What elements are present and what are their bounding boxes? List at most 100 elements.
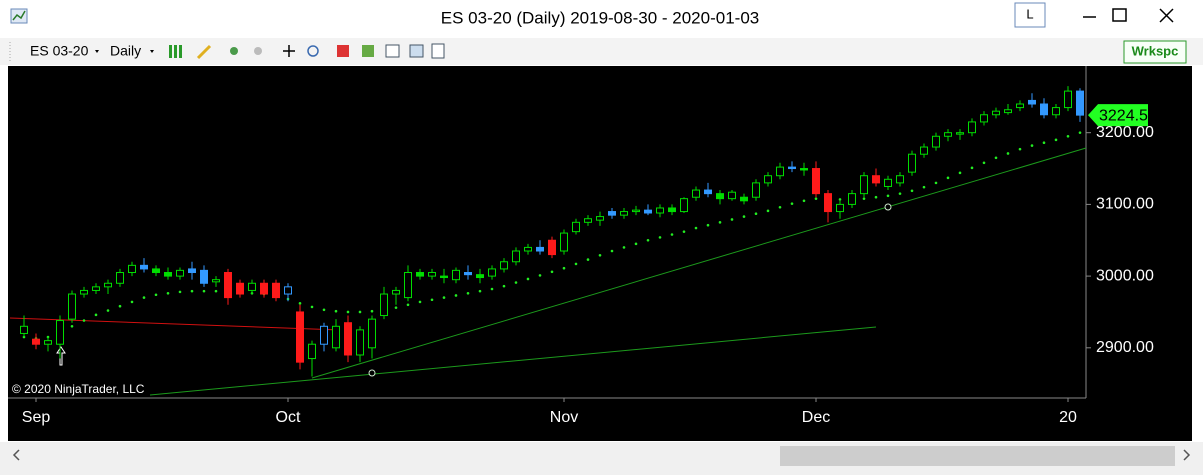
ma-point: [1054, 138, 1058, 142]
ma-point: [454, 294, 458, 297]
candle-body: [956, 132, 964, 135]
candle-body: [536, 246, 544, 252]
ma-point: [166, 292, 170, 295]
scroll-right[interactable]: [1183, 449, 1191, 461]
ma-point: [562, 266, 566, 270]
candle-body: [884, 178, 892, 187]
maximize-button[interactable]: [1112, 8, 1127, 22]
ma-point: [358, 310, 362, 314]
instrument-selector[interactable]: ES 03-20: [30, 43, 89, 59]
ma-point: [658, 236, 662, 239]
candle-body: [212, 279, 220, 283]
candle-body: [560, 232, 568, 252]
anchor-point[interactable]: [884, 203, 892, 211]
candle-body: [152, 268, 160, 274]
x-tick-label: Oct: [276, 409, 301, 426]
dropdown-arrow: [95, 50, 99, 53]
ma-point: [142, 296, 146, 299]
candle-body: [116, 272, 124, 284]
anchor-point[interactable]: [368, 369, 376, 377]
link-button[interactable]: [1014, 2, 1046, 28]
scroll-left[interactable]: [12, 449, 20, 461]
toolbar-icons[interactable]: [169, 43, 445, 60]
candle-body: [476, 274, 484, 279]
candle-body: [680, 198, 688, 213]
link-button-label[interactable]: L: [1026, 6, 1033, 21]
ma-point: [70, 324, 74, 328]
candle-body: [632, 209, 640, 213]
x-tick-label: Dec: [802, 409, 830, 426]
ma-point: [598, 254, 602, 257]
candle-body: [344, 322, 352, 356]
candle-body: [356, 329, 364, 356]
candle-body: [548, 239, 556, 256]
candle-body: [284, 286, 292, 295]
candle-body: [752, 182, 760, 198]
ma-point: [1006, 152, 1010, 155]
ma-point: [610, 249, 614, 253]
ma-point: [298, 302, 302, 305]
ma-point: [346, 310, 350, 314]
candle-body: [656, 207, 664, 214]
candle-body: [92, 286, 100, 291]
period-selector[interactable]: Daily: [110, 43, 141, 59]
candle-body: [812, 168, 820, 195]
y-tick-label: 2900.00: [1096, 339, 1154, 356]
ma-point: [1030, 144, 1034, 147]
ma-point: [706, 223, 710, 227]
ma-point: [910, 189, 914, 193]
candle-body: [44, 340, 52, 345]
ma-point: [766, 209, 770, 213]
ma-point: [790, 202, 794, 205]
candle-body: [980, 114, 988, 123]
candle-body: [608, 211, 616, 216]
candle-body: [404, 272, 412, 299]
candle-body: [248, 282, 256, 291]
candle-body: [776, 166, 784, 177]
ma-point: [550, 270, 554, 274]
candle-body: [836, 203, 844, 213]
last-price-label: 3224.50: [1099, 107, 1157, 124]
close-button[interactable]: [1159, 8, 1174, 23]
ma-point: [922, 185, 926, 189]
candle-body: [692, 189, 700, 198]
candle-body: [740, 196, 748, 202]
x-tick-label: 20: [1059, 409, 1077, 426]
trend-line[interactable]: [311, 147, 1087, 379]
ma-point: [130, 300, 134, 304]
candle-body: [440, 275, 448, 279]
ma-point: [442, 296, 446, 299]
ma-point: [814, 197, 818, 200]
trend-line[interactable]: [9, 317, 341, 331]
ma-point: [118, 304, 122, 308]
candle-body: [524, 246, 532, 252]
candle-body: [764, 175, 772, 184]
ma-point: [466, 292, 470, 295]
ma-point: [778, 205, 782, 209]
candle-body: [500, 261, 508, 270]
ma-point: [214, 289, 218, 293]
trend-line[interactable]: [149, 326, 877, 396]
x-tick-label: Sep: [22, 409, 51, 426]
toolbar: [0, 38, 1203, 65]
candle-body: [488, 268, 496, 277]
ma-point: [982, 161, 986, 165]
candle-body: [824, 193, 832, 213]
candle-body: [320, 325, 328, 345]
candle-body: [1040, 103, 1048, 116]
ma-point: [718, 221, 722, 224]
scrollbar-thumb[interactable]: [780, 446, 1175, 466]
workspace-label[interactable]: Wrkspc: [1132, 43, 1179, 58]
candle-body: [668, 207, 676, 213]
ma-point: [646, 238, 650, 242]
candle-body: [512, 250, 520, 263]
x-tick-label: Nov: [550, 409, 578, 426]
ma-point: [742, 215, 746, 218]
workspace-button[interactable]: [1123, 40, 1187, 64]
candle-body: [572, 221, 580, 233]
ma-point: [958, 171, 962, 175]
candle-body: [1052, 107, 1060, 116]
last-price-tag: [1088, 104, 1148, 127]
candle-body: [872, 175, 880, 184]
